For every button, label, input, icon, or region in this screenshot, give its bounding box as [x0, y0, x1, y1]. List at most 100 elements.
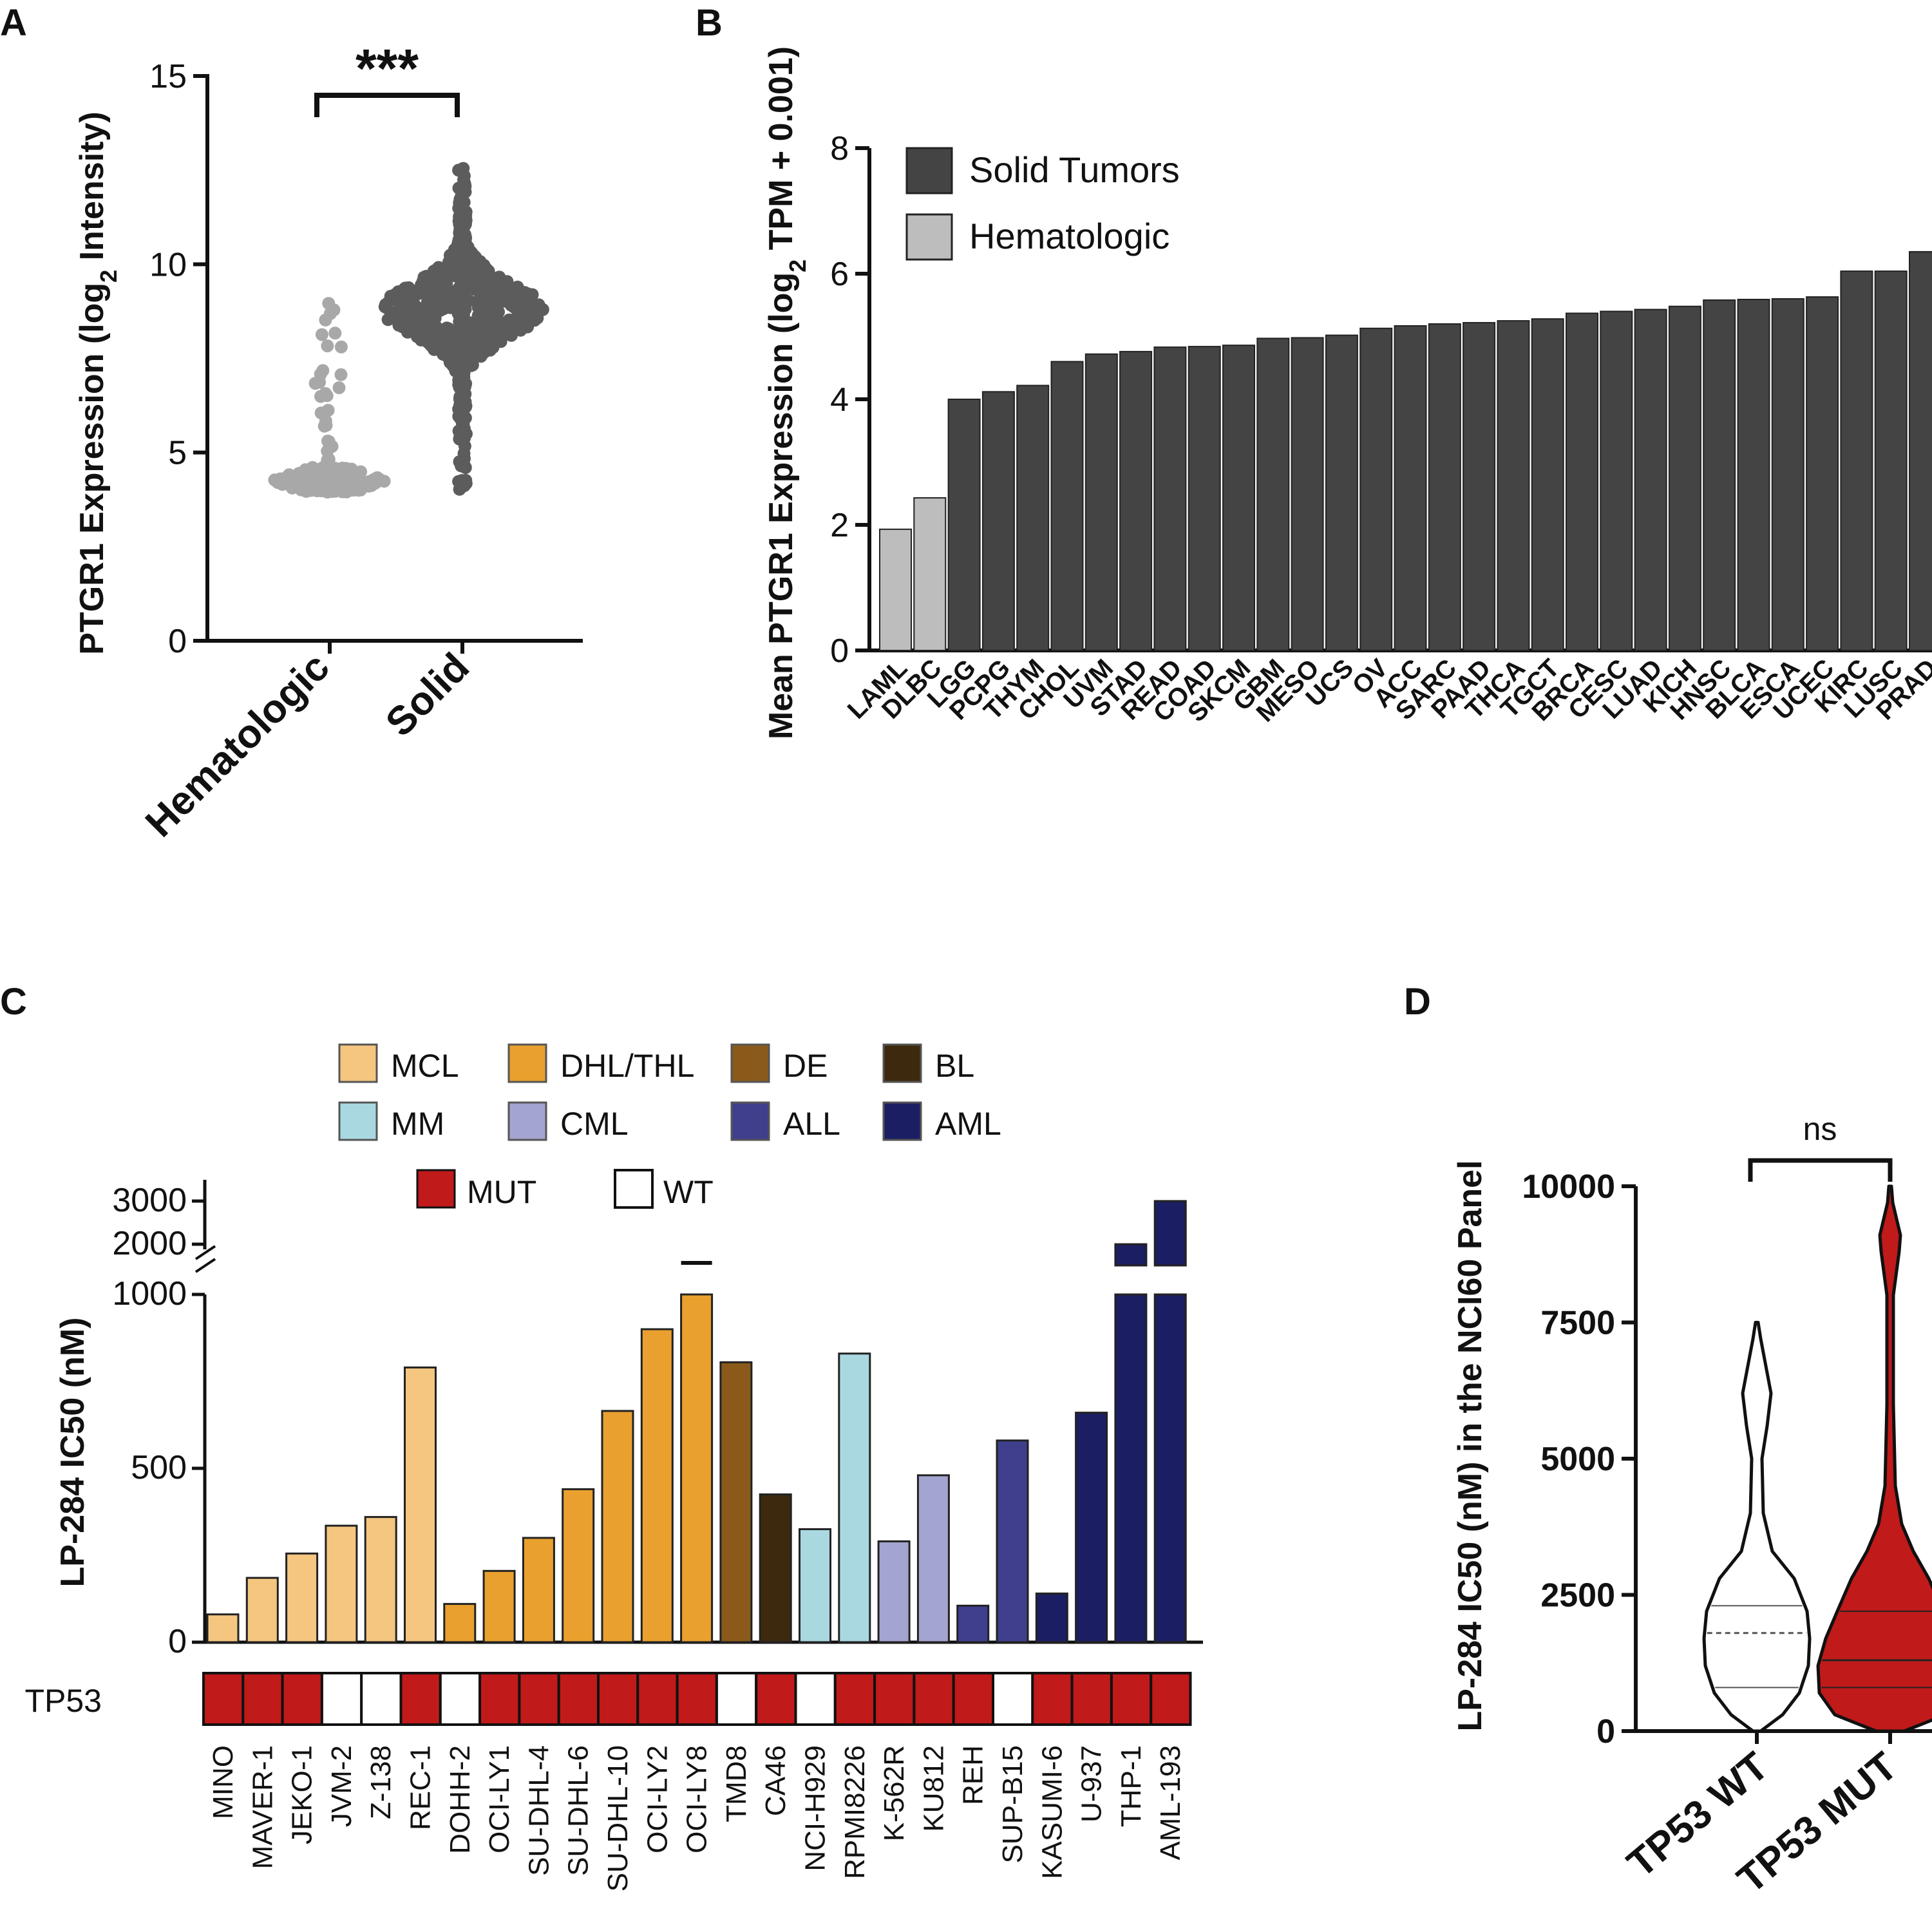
bar-blca — [1737, 298, 1770, 652]
x-tick-label-oci-ly8: OCI-LY8 — [681, 1745, 713, 1853]
bar-hnsc — [1703, 299, 1736, 651]
bar-read — [1153, 346, 1187, 651]
solid-point — [475, 331, 489, 345]
tp53-cell-mino — [202, 1672, 245, 1726]
bar-stad — [1119, 350, 1153, 652]
y-tick-label: 0 — [830, 632, 849, 670]
solid-point — [477, 278, 491, 291]
solid-point — [452, 475, 466, 488]
legend-swatch-mm — [338, 1101, 378, 1141]
panel-d-significance: ns — [1803, 1111, 1837, 1147]
hematologic-point — [328, 327, 342, 340]
bar-sup-b15 — [996, 1439, 1029, 1643]
tp53-cell-jvm-2 — [320, 1672, 363, 1726]
bar-ca46 — [759, 1493, 792, 1643]
tp53-cell-rpmi8226 — [833, 1672, 876, 1726]
hematologic-point — [282, 468, 296, 482]
x-tick-label-ca46: CA46 — [760, 1745, 791, 1816]
hematologic-point — [315, 328, 328, 341]
bar-k-562r — [877, 1540, 911, 1643]
legend-swatch-dhl-thl — [507, 1043, 547, 1083]
y-tick-label: 4 — [830, 381, 849, 419]
solid-point — [378, 300, 392, 314]
solid-point — [455, 390, 469, 404]
tp53-row-label: TP53 — [24, 1683, 102, 1719]
legend-label-mut: MUT — [467, 1174, 536, 1210]
solid-point — [491, 312, 504, 326]
legend-swatch-de — [730, 1043, 770, 1083]
legend-label-bl: BL — [935, 1048, 974, 1084]
x-tick-label-reh: REH — [958, 1745, 989, 1805]
legend-label-aml: AML — [935, 1106, 1001, 1142]
bar-kich — [1668, 305, 1701, 651]
legend-swatch-hematologic — [905, 213, 953, 261]
panel-b: B Mean PTGR1 Expression (log2 TPM + 0.00… — [696, 2, 1932, 739]
tp53-cell-sup-b15 — [992, 1672, 1034, 1726]
bar-skcm — [1222, 345, 1255, 652]
solid-point — [453, 348, 466, 361]
solid-point — [462, 294, 476, 307]
tp53-cell-ku812 — [913, 1672, 955, 1726]
bar-jvm-2 — [325, 1524, 358, 1643]
legend-label-wt: WT — [663, 1174, 714, 1210]
bar-reh — [956, 1604, 990, 1643]
legend-label-de: DE — [783, 1048, 828, 1084]
solid-point — [421, 335, 435, 348]
x-tick-label-oci-ly1: OCI-LY1 — [484, 1745, 515, 1853]
bar-tmd8 — [719, 1361, 753, 1643]
legend-label-dhl-thl: DHL/THL — [560, 1048, 694, 1084]
bar-su-dhl-4 — [522, 1537, 555, 1643]
bar-nci-h929 — [799, 1528, 831, 1643]
panel-a-significance-bracket — [314, 93, 460, 117]
solid-point — [455, 232, 469, 246]
solid-point — [458, 426, 471, 439]
tp53-cell-thp-1 — [1110, 1672, 1153, 1726]
solid-point — [482, 265, 495, 278]
bar-meso — [1291, 337, 1324, 651]
x-tick-label-mino: MINO — [207, 1745, 239, 1819]
hematologic-point — [334, 340, 348, 354]
y-tick-label: 0 — [1596, 1713, 1615, 1750]
bar-kasumi-6 — [1035, 1592, 1068, 1643]
x-tick-label-tmd8: TMD8 — [721, 1745, 752, 1823]
legend-label-hematologic: Hematologic — [969, 216, 1170, 256]
tp53-cell-su-dhl-4 — [518, 1672, 560, 1726]
bar-oci-ly8-cap — [681, 1261, 712, 1265]
bar-lgg — [947, 399, 981, 651]
bar-oci-ly1 — [482, 1569, 516, 1643]
legend-swatch-cml — [507, 1101, 547, 1141]
tp53-cell-dohh-2 — [439, 1672, 482, 1726]
panel-a-significance: *** — [355, 38, 419, 99]
tp53-cell-kasumi-6 — [1031, 1672, 1074, 1726]
bar-lusc — [1874, 270, 1908, 652]
bar-esca — [1771, 298, 1804, 651]
panel-c-label: C — [0, 981, 27, 1023]
solid-point — [473, 255, 487, 269]
solid-point — [509, 312, 523, 325]
x-tick-label-aml-193: AML-193 — [1155, 1745, 1186, 1861]
x-tick-label-su-dhl-10: SU-DHL-10 — [602, 1745, 634, 1891]
x-tick-label-dohh-2: DOHH-2 — [444, 1745, 476, 1854]
bar-tgct — [1531, 318, 1564, 651]
tp53-cell-oci-ly8 — [676, 1672, 718, 1726]
tp53-cell-nci-h929 — [794, 1672, 837, 1726]
y-tick-label: 2000 — [112, 1225, 187, 1262]
y-tick-label: 0 — [168, 1623, 187, 1660]
hematologic-point — [308, 377, 322, 390]
bar-rec-1 — [404, 1366, 437, 1643]
bar-jeko-1 — [285, 1552, 319, 1643]
bar-maver-1 — [245, 1577, 279, 1643]
hematologic-point — [319, 313, 332, 327]
bar-pcpg — [981, 391, 1015, 651]
tp53-cell-u-937 — [1070, 1672, 1113, 1726]
bar-ucec — [1806, 296, 1839, 651]
hematologic-point — [317, 419, 331, 433]
bar-dlbc — [913, 497, 947, 652]
x-tick-label-rpmi8226: RPMI8226 — [839, 1745, 871, 1879]
solid-point — [511, 299, 524, 312]
violin-tp53-wt — [1702, 1321, 1812, 1733]
bar-thp-1 — [1114, 1293, 1148, 1643]
solid-point — [452, 182, 466, 195]
axis-break-mark — [194, 1258, 216, 1273]
legend-swatch-mcl — [338, 1043, 378, 1083]
